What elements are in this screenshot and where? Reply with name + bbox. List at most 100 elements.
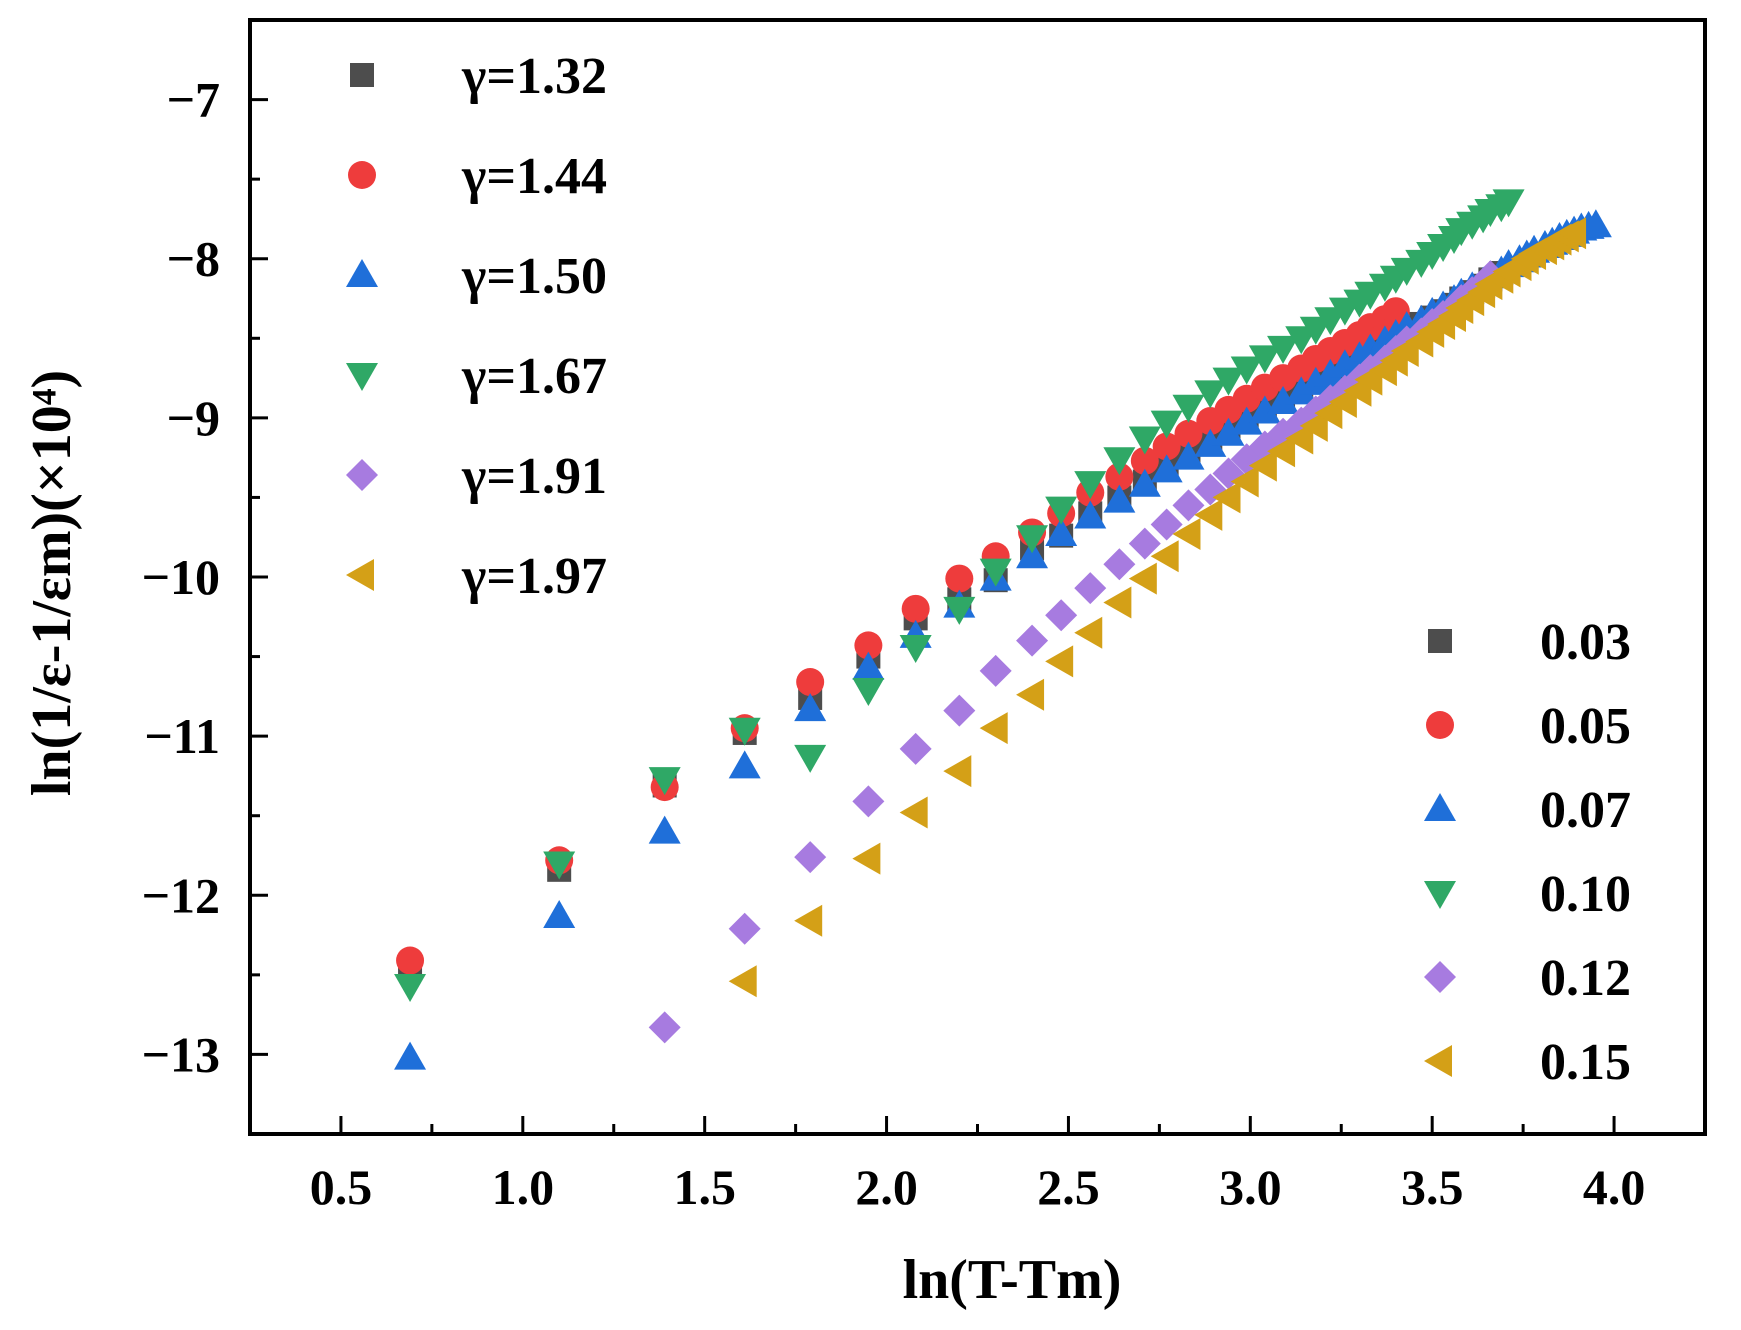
x-axis-label: ln(T-Tm) [903,1249,1122,1311]
data-point [1230,406,1263,435]
series-0.10 [394,189,1525,1002]
data-point [899,796,928,829]
data-point [1103,548,1136,581]
legend-gamma-label: γ=1.67 [461,348,607,405]
data-point [794,904,823,937]
data-point [728,965,757,998]
legend-gamma: γ=1.32 γ=1.44 γ=1.50 γ=1.67 γ=1.91 γ=1.97 [346,48,607,605]
data-point [1016,525,1049,554]
data-point [943,755,972,788]
y-tick-label: −10 [142,549,221,605]
series-0.05 [396,297,1410,975]
data-point [1150,508,1183,541]
data-point [1016,540,1049,569]
data-point [1285,326,1318,355]
y-tick-label: −11 [144,708,220,764]
data-point [1128,562,1157,595]
data-point [1150,540,1179,573]
data-point [794,744,827,773]
data-point [1016,678,1045,711]
data-point [852,677,885,706]
legend-series-label: 0.03 [1540,614,1631,671]
data-point [1285,376,1318,405]
data-point [1212,417,1245,446]
data-point [1194,380,1227,409]
data-point [1105,462,1134,491]
x-tick-label: 2.5 [1037,1159,1100,1215]
legend-gamma-label: γ=1.91 [461,448,607,505]
data-point [796,668,825,697]
data-point [1194,428,1227,457]
data-point [1074,471,1107,500]
y-tick-label: −13 [142,1026,221,1082]
x-tick-label: 0.5 [310,1159,373,1215]
x-tick-label: 3.5 [1401,1159,1464,1215]
legend-series-label: 0.12 [1540,950,1631,1007]
data-point [648,1011,681,1044]
y-tick-label: −9 [167,390,221,446]
data-point [979,712,1008,745]
data-point [943,694,976,727]
data-point [979,654,1012,687]
data-point [1267,335,1300,364]
data-point [728,750,761,779]
x-tick-label: 3.0 [1219,1159,1282,1215]
data-point [543,899,576,928]
data-point [1212,367,1245,396]
data-point [1285,422,1314,455]
data-point [1267,385,1300,414]
data-point [1267,435,1296,468]
y-axis-ticks: −7 −8 −9 −10 −11 −12 −13 [142,18,268,1136]
data-point [1128,527,1161,560]
data-point [728,717,761,746]
y-tick-label: −8 [167,231,221,287]
data-point [1299,409,1328,442]
data-point [852,651,885,680]
data-point [1248,345,1281,374]
data-points [394,189,1612,1070]
y-axis-label: ln(1/ε-1/εm)(×10⁴) [21,370,83,796]
data-point [1174,419,1203,448]
legend-series-marker [1426,711,1454,739]
data-point [899,635,932,664]
data-point [1103,586,1132,619]
data-point [1579,209,1612,238]
data-point [648,815,681,844]
data-point [1150,410,1183,439]
data-point [1045,496,1078,525]
x-axis-ticks: 0.5 1.0 1.5 2.0 2.5 3.0 3.5 4.0 [310,1116,1645,1215]
data-point [1045,599,1078,632]
legend-gamma-marker [346,259,378,287]
legend-gamma-label: γ=1.44 [461,148,607,205]
legend-gamma-label: γ=1.97 [461,548,607,605]
data-point [728,912,761,945]
legend-gamma-marker [346,363,378,391]
x-tick-label: 2.0 [855,1159,918,1215]
legend-series-label: 0.05 [1540,698,1631,755]
legend-gamma-label: γ=1.32 [461,48,607,105]
data-point [1103,447,1136,476]
data-point [899,732,932,765]
legend-gamma-marker [346,559,374,591]
data-point [1194,498,1223,531]
data-point [1074,616,1103,649]
data-point [394,973,427,1002]
y-tick-label: −7 [167,72,221,128]
legend-series: 0.03 0.05 0.07 0.10 0.12 0.15 [1424,614,1631,1091]
data-point [1074,500,1107,529]
data-point [852,842,881,875]
legend-series-label: 0.15 [1540,1034,1631,1091]
legend-series-label: 0.10 [1540,866,1631,923]
data-point [1016,624,1049,657]
data-point [1230,356,1263,385]
data-point [943,596,976,625]
legend-series-marker [1424,961,1456,993]
data-point [1172,489,1205,522]
data-point [648,767,681,796]
data-point [854,631,883,660]
data-point [945,564,974,593]
series-0.15 [728,217,1587,998]
data-point [396,946,425,975]
legend-series-marker [1424,881,1456,909]
